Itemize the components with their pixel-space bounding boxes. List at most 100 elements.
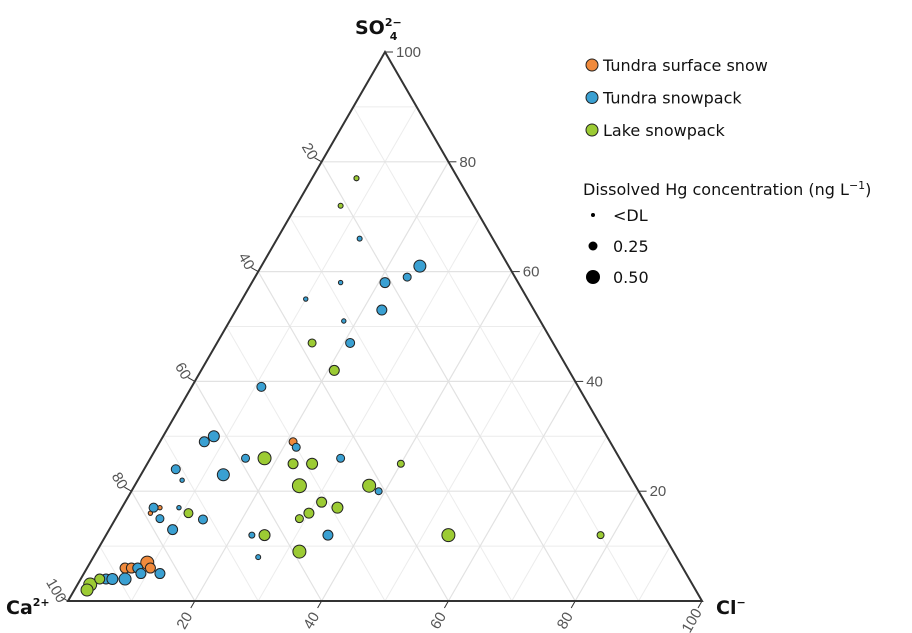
data-point — [307, 338, 317, 348]
data-point — [176, 504, 182, 511]
legend-marker — [585, 58, 599, 72]
data-point — [316, 496, 328, 508]
data-point — [256, 381, 267, 392]
apex-label: Cl− — [716, 596, 746, 619]
cl-tick-label: 40 — [300, 609, 323, 632]
legend-label: Tundra snowpack — [602, 89, 742, 108]
data-point — [287, 458, 299, 470]
grid-line — [194, 381, 323, 602]
ca-tick-label: 40 — [235, 250, 258, 273]
apex-sup: 2+ — [33, 596, 50, 609]
data-point — [135, 568, 147, 580]
grid-line — [257, 216, 481, 602]
data-point — [376, 304, 388, 316]
data-point — [170, 464, 181, 475]
size-legend-label: 0.50 — [613, 268, 649, 287]
data-point — [144, 562, 156, 574]
legend-label: Tundra surface snow — [602, 56, 768, 75]
data-point — [207, 430, 220, 443]
apex-sub: 4 — [390, 30, 398, 43]
grid-line — [638, 545, 671, 602]
triangle-frame — [66, 50, 704, 602]
data-point — [596, 531, 605, 540]
tick-mark — [317, 600, 323, 609]
size-legend-marker — [586, 270, 600, 284]
apex-base: SO — [355, 17, 385, 39]
data-point — [179, 477, 185, 483]
data-point — [106, 573, 119, 586]
ca-tick-label: 60 — [171, 360, 194, 383]
data-point — [341, 318, 347, 324]
apex-sup: − — [736, 596, 745, 609]
data-point — [154, 568, 166, 580]
title-end: ) — [865, 180, 871, 199]
data-point — [216, 468, 230, 482]
grid-line — [289, 216, 513, 602]
legend-marker — [585, 123, 599, 137]
tick-mark — [697, 600, 703, 609]
cl-tick-label: 60 — [427, 609, 450, 632]
grid-line — [574, 490, 640, 602]
apex-label: Ca2+ — [6, 596, 50, 619]
so4-tick-label: 40 — [586, 373, 603, 390]
data-point — [379, 277, 391, 289]
grid-line — [511, 436, 608, 602]
data-point — [303, 507, 315, 519]
grid-line — [130, 490, 196, 602]
apex-base: Cl — [716, 597, 736, 619]
size-legend-title: Dissolved Hg concentration (ng L−1) — [583, 179, 871, 199]
size-legend-marker — [588, 241, 598, 251]
grid-line — [99, 545, 132, 602]
data-point — [374, 487, 383, 496]
data-point — [331, 501, 344, 514]
data-point — [255, 554, 262, 561]
legend-marker — [585, 91, 599, 104]
cl-tick-label: 20 — [173, 609, 196, 632]
tick-mark — [187, 376, 196, 382]
tick-mark — [570, 600, 576, 609]
data-point — [336, 453, 346, 463]
apex-label: SO2− 4 — [355, 16, 402, 43]
cl-tick-label: 100 — [678, 606, 705, 633]
ca-tick-label: 20 — [298, 140, 321, 163]
so4-tick-label: 100 — [396, 44, 421, 61]
data-point — [118, 572, 132, 586]
legend-label: Lake snowpack — [603, 121, 725, 140]
data-point — [148, 502, 159, 513]
data-point — [257, 451, 272, 466]
data-point — [402, 272, 412, 282]
so4-tick-label: 60 — [523, 264, 540, 281]
data-point — [258, 529, 271, 542]
title-sup: −1 — [849, 179, 865, 192]
grid-line — [321, 271, 513, 602]
grid — [99, 106, 671, 602]
data-point — [322, 529, 334, 541]
data-point — [94, 573, 106, 585]
data-point — [294, 514, 304, 524]
data-point — [248, 531, 256, 539]
size-legend-label: 0.25 — [613, 237, 649, 256]
apex-sup: 2− — [385, 16, 402, 29]
data-point — [183, 508, 194, 519]
data-point — [241, 453, 251, 463]
cl-tick-label: 80 — [554, 609, 577, 632]
data-point — [396, 459, 405, 468]
tick-mark — [443, 600, 449, 609]
grid-line — [130, 106, 418, 602]
labels: 202020404040606060808080100100100Tundra … — [6, 16, 871, 633]
tick-mark — [190, 600, 196, 609]
data-point — [345, 337, 356, 348]
grid-line — [226, 326, 386, 602]
so4-tick-label: 20 — [650, 483, 667, 500]
apex-base: Ca — [6, 597, 33, 619]
data-point — [441, 528, 456, 543]
tick-mark — [314, 157, 322, 163]
size-legend-label: <DL — [613, 206, 648, 225]
data-point — [80, 583, 94, 597]
data-point — [337, 279, 344, 286]
grid-line — [352, 106, 640, 602]
grid-line — [447, 381, 576, 602]
data-point — [303, 296, 309, 302]
